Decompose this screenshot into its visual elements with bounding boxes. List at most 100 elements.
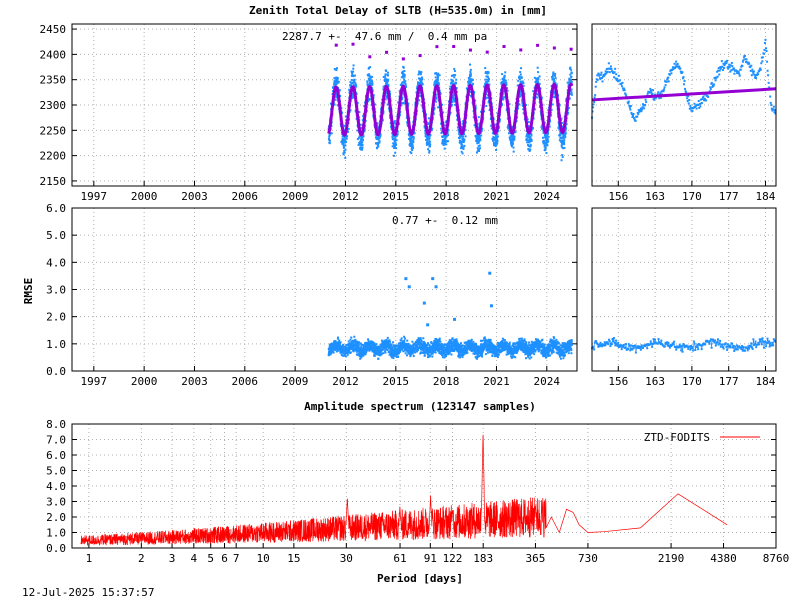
ztd-point [564, 133, 567, 136]
ztd-point [359, 127, 362, 130]
ztd-point [421, 83, 424, 86]
ztd-zoom-point [710, 81, 713, 84]
ztd-point [498, 126, 501, 129]
rmse-point [419, 341, 422, 344]
rmse-point [358, 341, 361, 344]
ztd-point [518, 103, 521, 106]
ztd-point [481, 127, 484, 130]
rmse-point [423, 343, 426, 346]
rmse-point [402, 341, 405, 344]
ztd-zoom-point [772, 105, 775, 108]
ztd-point [394, 151, 397, 154]
rmse-point [412, 344, 415, 347]
ztd-zoom-point [720, 66, 723, 69]
ztd-zoom-point [685, 94, 688, 97]
ztd-point [369, 76, 372, 79]
ztd-zoom-point [730, 69, 733, 72]
ztd-point [401, 96, 404, 99]
rmse-point [393, 347, 396, 350]
rmse-point [384, 351, 387, 354]
ztd-xtick-label: 2000 [131, 190, 158, 203]
rmse-point [361, 343, 364, 346]
rmse-point [365, 348, 368, 351]
ztd-point [443, 142, 446, 145]
ztd-zoom-point [601, 80, 604, 83]
ztd-zoom-point [643, 107, 646, 110]
rmse-point [414, 342, 417, 345]
ztd-point [537, 71, 540, 74]
rmse-point [417, 348, 420, 351]
rmse-point [415, 347, 418, 350]
ztd-point [563, 147, 566, 150]
ztd-point [570, 89, 573, 92]
rmse-point [442, 356, 445, 359]
ztd-point [527, 136, 530, 139]
ztd-zoom-point [704, 97, 707, 100]
rmse-point [389, 354, 392, 357]
ztd-point [405, 85, 408, 88]
ztd-zoom-point [709, 86, 712, 89]
ztd-zoom-point [592, 103, 595, 106]
ztd-zoom-point [750, 64, 753, 67]
ztd-point [479, 147, 482, 150]
ztd-point [427, 148, 430, 151]
ztd-point [386, 96, 389, 99]
rmse-point [360, 345, 363, 348]
ztd-point [567, 83, 570, 86]
rmse-point [422, 340, 425, 343]
ztd-point [360, 138, 363, 141]
ztd-zoom-point [632, 114, 635, 117]
ztd-point [328, 135, 331, 138]
ztd-zoom-point [662, 90, 665, 93]
rmse-point [383, 344, 386, 347]
ztd-point [461, 146, 464, 149]
ztd-point [388, 90, 391, 93]
ztd-point [509, 136, 512, 139]
rmse-point [368, 349, 371, 352]
ztd-point [475, 139, 478, 142]
ztd-zoom-point [622, 87, 625, 90]
ztd-point [537, 81, 540, 84]
rmse-point [436, 341, 439, 344]
ztd-point [528, 134, 531, 137]
ztd-zoom-point [669, 69, 672, 72]
ztd-zoom-point [744, 58, 747, 61]
ztd-zoom-point [666, 78, 669, 81]
ztd-zoom-point [607, 62, 610, 65]
rmse-point [378, 353, 381, 356]
ztd-zoom-point [765, 47, 768, 50]
ztd-point [377, 143, 380, 146]
rmse-point [383, 339, 386, 342]
ztd-zoom-point [595, 80, 598, 83]
ztd-point [393, 139, 396, 142]
ztd-point [564, 127, 567, 130]
ztd-zoom-point [729, 70, 732, 73]
ztd-zoom-point [644, 98, 647, 101]
ztd-zoom-point [620, 85, 623, 88]
ztd-point [434, 80, 437, 83]
ztd-point [477, 116, 480, 119]
ztd-point [342, 143, 345, 146]
ztd-point [370, 75, 373, 78]
ztd-point [387, 84, 390, 87]
ztd-point [452, 92, 455, 95]
ztd-zoom-point [753, 73, 756, 76]
rmse-point [335, 350, 338, 353]
ztd-zoom-point [650, 91, 653, 94]
rmse-point [384, 347, 387, 350]
ztd-zoom-point [620, 82, 623, 85]
ztd-zoom-point [749, 69, 752, 72]
ztd-zoom-point [768, 86, 771, 89]
ztd-point [549, 120, 552, 123]
ztd-point [474, 99, 477, 102]
ztd-point [476, 147, 479, 150]
ztd-zoom-point [684, 87, 687, 90]
ztd-point [517, 79, 520, 82]
ztd-zoom-point [756, 72, 759, 75]
rmse-point [347, 340, 350, 343]
ztd-zoom-point [747, 61, 750, 64]
ztd-point [566, 113, 569, 116]
rmse-point [351, 348, 354, 351]
rmse-point [404, 352, 407, 355]
ztd-model-line [327, 82, 574, 137]
